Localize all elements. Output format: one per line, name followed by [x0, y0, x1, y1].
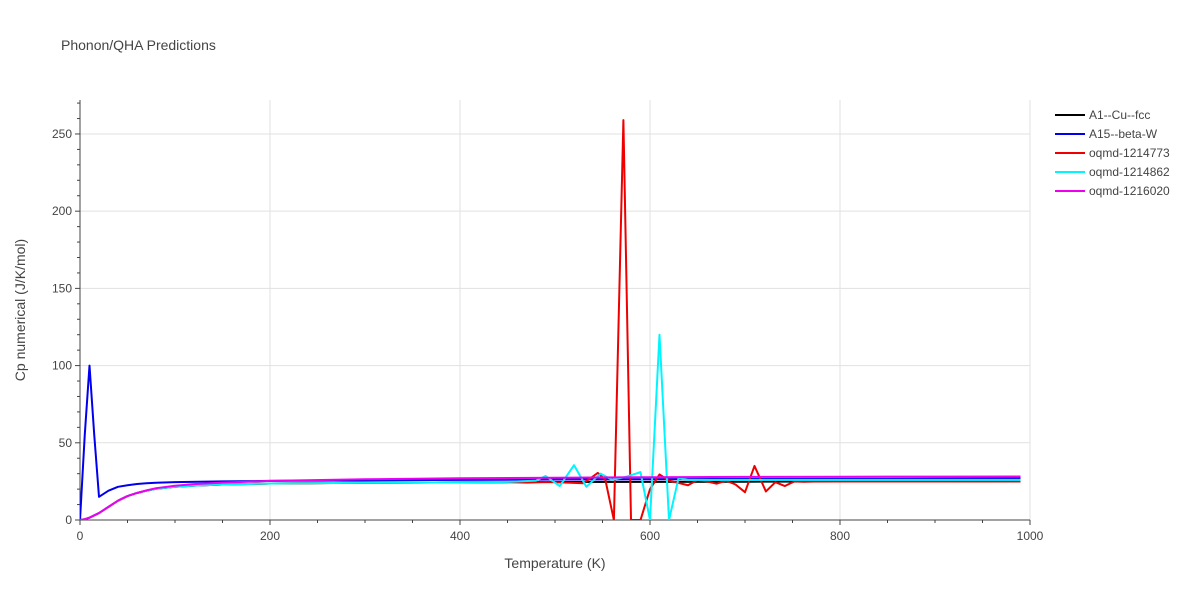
series-layer — [80, 119, 1021, 520]
y-tick-label: 100 — [52, 359, 72, 373]
legend-item[interactable]: oqmd-1214773 — [1055, 146, 1170, 160]
legend-item[interactable]: oqmd-1216020 — [1055, 184, 1170, 198]
x-tick-label: 200 — [260, 529, 280, 543]
x-tick-label: 800 — [830, 529, 850, 543]
legend-label: oqmd-1216020 — [1089, 184, 1170, 198]
chart-title: Phonon/QHA Predictions — [61, 37, 216, 53]
y-tick-label: 250 — [52, 127, 72, 141]
legend-item[interactable]: A1--Cu--fcc — [1055, 108, 1150, 122]
legend-label: A15--beta-W — [1089, 127, 1158, 141]
legend-label: oqmd-1214862 — [1089, 165, 1170, 179]
legend-item[interactable]: A15--beta-W — [1055, 127, 1158, 141]
legend-item[interactable]: oqmd-1214862 — [1055, 165, 1170, 179]
y-tick-label: 200 — [52, 204, 72, 218]
series-line-oqmd-1216020 — [80, 475, 1021, 520]
legend-label: oqmd-1214773 — [1089, 146, 1170, 160]
y-tick-label: 150 — [52, 281, 72, 295]
y-tick-label: 50 — [59, 436, 73, 450]
y-tick-label: 0 — [65, 513, 72, 527]
x-tick-label: 1000 — [1017, 529, 1044, 543]
axis-layer: 0 200 400 600 800 1000 0 50 100 150 200 250 — [52, 100, 1044, 543]
x-axis-title: Temperature (K) — [504, 555, 605, 571]
x-tick-label: 0 — [77, 529, 84, 543]
legend: A1--Cu--fcc A15--beta-W oqmd-1214773 oqmd-1… — [1055, 108, 1170, 198]
grid-layer — [80, 100, 1031, 520]
x-tick-label: 600 — [640, 529, 660, 543]
y-axis-title: Cp numerical (J/K/mol) — [12, 239, 28, 381]
legend-label: A1--Cu--fcc — [1089, 108, 1150, 122]
x-tick-label: 400 — [450, 529, 470, 543]
